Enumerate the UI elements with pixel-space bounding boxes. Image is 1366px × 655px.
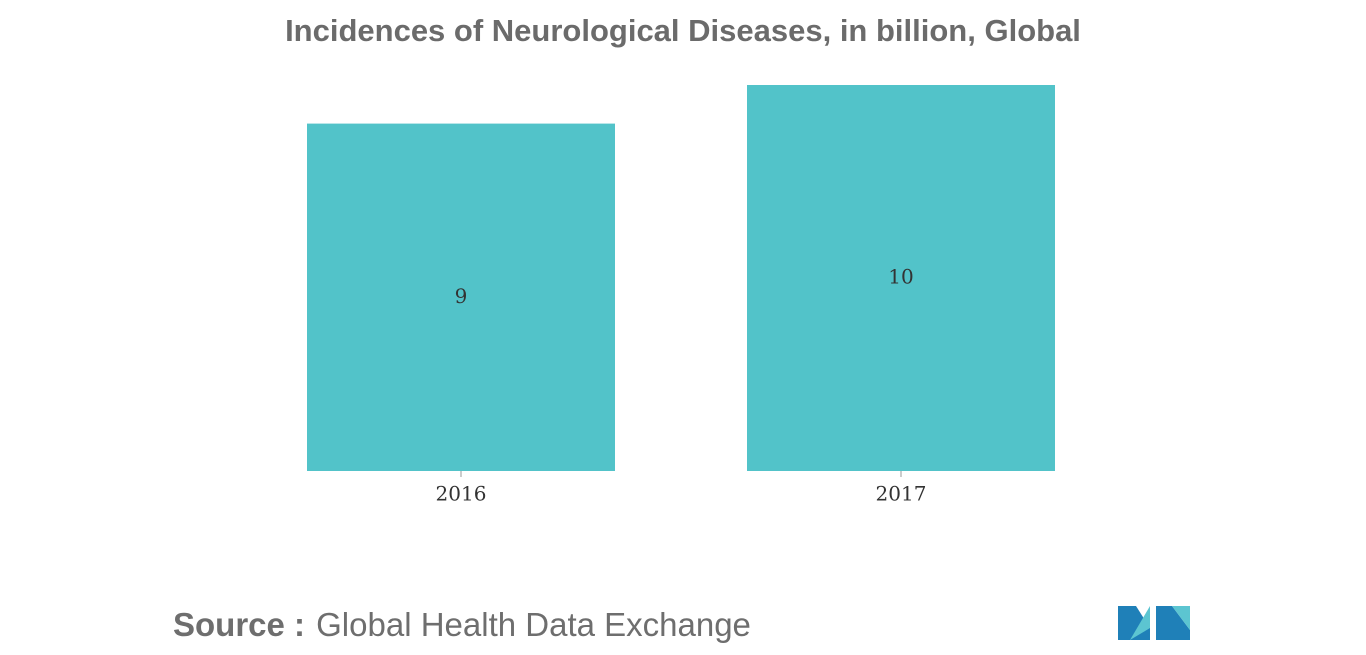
bar: [747, 85, 1055, 471]
source-text: Global Health Data Exchange: [316, 606, 751, 643]
x-tick-label: 2016: [436, 482, 487, 506]
chart-title: Incidences of Neurological Diseases, in …: [285, 13, 1081, 48]
bar: [307, 123, 615, 471]
source: Source : Global Health Data Exchange: [173, 606, 751, 643]
value-label: 9: [455, 284, 468, 308]
logo: [1118, 606, 1190, 640]
value-label: 10: [888, 265, 913, 289]
logo-shape: [1130, 606, 1150, 640]
logo-shape: [1172, 606, 1190, 630]
source-label: Source :: [173, 606, 305, 643]
x-tick-label: 2017: [876, 482, 927, 506]
logo-shape: [1156, 606, 1190, 640]
